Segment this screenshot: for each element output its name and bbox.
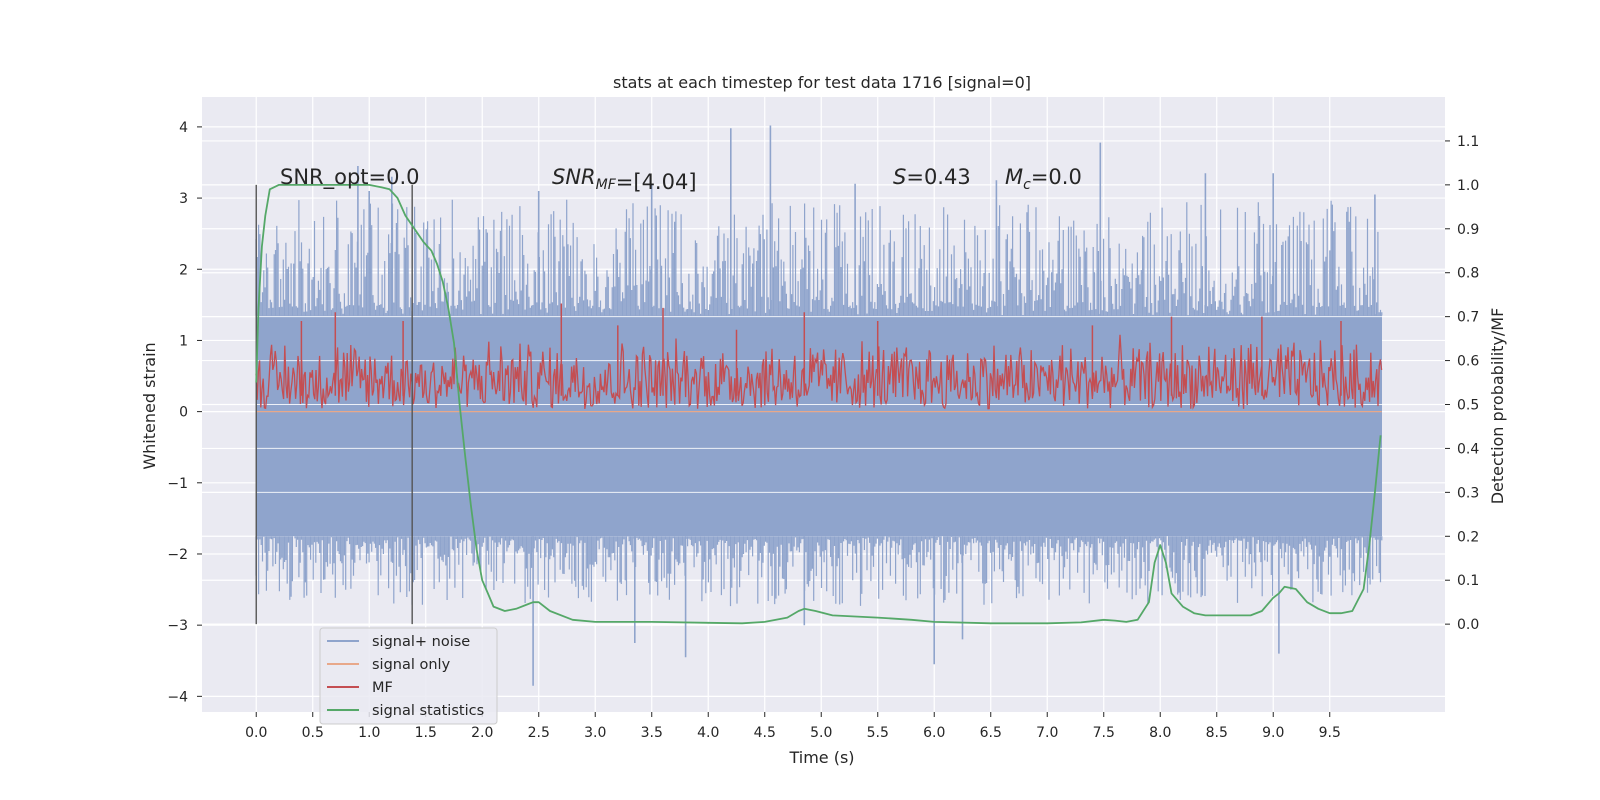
- y-axis-label: Whitened strain: [140, 342, 159, 469]
- legend-label: signal statistics: [372, 703, 484, 719]
- s-value: =0.43: [906, 165, 970, 189]
- legend-label: MF: [372, 680, 393, 696]
- chart-title: stats at each timestep for test data 171…: [613, 73, 1031, 92]
- y-tick-label: 2: [179, 262, 188, 278]
- y2-tick-label: 0.0: [1457, 617, 1479, 633]
- y2-tick-label: 0.6: [1457, 354, 1479, 370]
- legend: signal+ noise signal only MF signal statist…: [319, 627, 498, 725]
- annotation-snr-mf: SNRMF=[4.04]: [552, 165, 697, 194]
- x-tick-label: 1.5: [415, 725, 437, 741]
- mc-subscript: c: [1023, 177, 1031, 193]
- noise-core-band: [256, 315, 1382, 537]
- mc-symbol: M: [1005, 165, 1023, 189]
- y2-tick-label: 0.4: [1457, 441, 1479, 457]
- legend-box: [319, 627, 498, 725]
- x-tick-label: 4.0: [697, 725, 719, 741]
- x-tick-label: 0.5: [302, 725, 324, 741]
- mc-value: =0.0: [1031, 165, 1082, 189]
- y2-tick-label: 0.1: [1457, 573, 1479, 589]
- x-tick-label: 4.5: [754, 725, 776, 741]
- y-tick-label: −3: [167, 618, 188, 634]
- y2-tick-label: 0.2: [1457, 529, 1479, 545]
- y-tick-label: 1: [179, 333, 188, 349]
- annotation-mc: Mc=0.0: [1005, 165, 1082, 193]
- y2-tick-label: 0.5: [1457, 398, 1479, 414]
- y-tick-label: −2: [167, 547, 188, 563]
- x-tick-label: 3.5: [641, 725, 663, 741]
- s-symbol: S: [893, 165, 906, 189]
- y-tick-label: 4: [179, 120, 188, 136]
- x-tick-label: 6.0: [923, 725, 945, 741]
- x-tick-label: 5.5: [867, 725, 889, 741]
- vertical-markers: [255, 184, 413, 625]
- x-tick-label: 5.0: [810, 725, 832, 741]
- signal-statistics-series: [255, 183, 1382, 625]
- x-tick-label: 6.5: [980, 725, 1002, 741]
- y-tick-label: −4: [167, 689, 188, 705]
- noise-spikes: [357, 125, 1376, 686]
- y2-tick-label: 0.8: [1457, 266, 1479, 282]
- snr-mf-subscript: MF: [596, 177, 617, 193]
- y2-tick-label: 1.0: [1457, 178, 1479, 194]
- x-tick-label: 0.0: [245, 725, 267, 741]
- x-tick-label: 7.5: [1093, 725, 1115, 741]
- x-tick-label: 9.5: [1319, 725, 1341, 741]
- tick-labels: 0.0 0.5 1.0 1.5 2.0 2.5 3.0 3.5 4.0 4.5 5.0 5.5 6.0 6…: [167, 120, 1479, 741]
- x-tick-label: 2.5: [528, 725, 550, 741]
- x-tick-label: 8.0: [1149, 725, 1171, 741]
- y2-tick-label: 0.3: [1457, 485, 1479, 501]
- x-tick-label: 3.0: [584, 725, 606, 741]
- x-tick-label: 8.5: [1206, 725, 1228, 741]
- mf-peaks: [300, 303, 1342, 396]
- snr-mf-symbol: SNR: [552, 165, 596, 189]
- x-tick-label: 7.0: [1036, 725, 1058, 741]
- y-tick-label: 3: [179, 191, 188, 207]
- legend-label: signal+ noise: [372, 634, 470, 650]
- y2-tick-label: 1.1: [1457, 134, 1479, 150]
- y2-tick-label: 0.7: [1457, 310, 1479, 326]
- signal-noise-series: [255, 125, 1383, 686]
- mf-series: [255, 303, 1383, 410]
- legend-label: signal only: [372, 657, 451, 673]
- x-tick-label: 9.0: [1262, 725, 1284, 741]
- annotation-s: S=0.43: [893, 165, 971, 189]
- x-tick-label: 2.0: [471, 725, 493, 741]
- annotation-snr-opt: SNR_opt=0.0: [280, 165, 420, 190]
- x-axis-label: Time (s): [788, 748, 854, 767]
- y-tick-label: −1: [167, 476, 188, 492]
- mf-line: [255, 334, 1383, 410]
- y2-axis-label: Detection probability/MF: [1488, 308, 1507, 505]
- signal-statistics-line: [255, 183, 1382, 625]
- x-tick-label: 1.0: [358, 725, 380, 741]
- snr-mf-value: =[4.04]: [616, 170, 697, 194]
- y2-tick-label: 0.9: [1457, 222, 1479, 238]
- y-tick-label: 0: [179, 405, 188, 421]
